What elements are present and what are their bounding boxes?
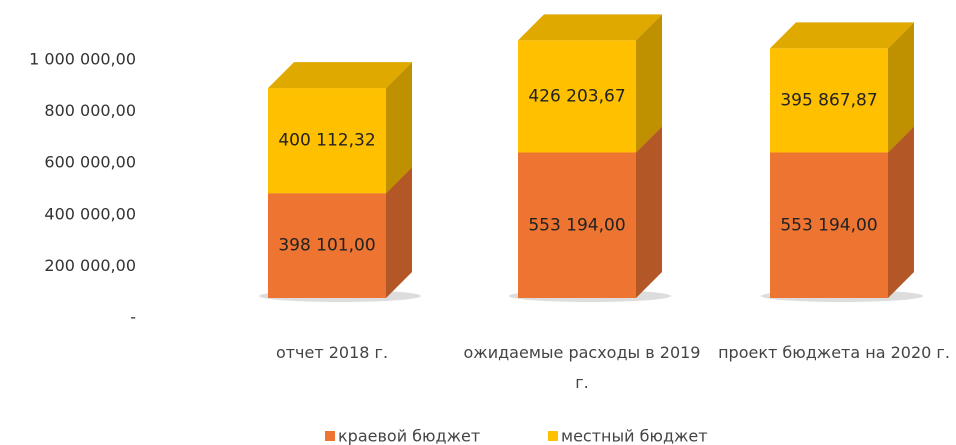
value-label: 553 194,00 <box>780 215 877 235</box>
bar-side <box>386 167 412 298</box>
value-label: 398 101,00 <box>278 236 375 256</box>
legend-label: местный бюджет <box>561 427 708 445</box>
y-tick-label: 200 000,00 <box>44 256 136 275</box>
bar <box>770 48 888 153</box>
legend-swatch <box>548 431 558 441</box>
value-label: 426 203,67 <box>528 86 625 106</box>
bar-top <box>770 22 914 49</box>
legend-label: краевой бюджет <box>338 427 480 445</box>
value-label: 395 867,87 <box>780 90 877 110</box>
bar-side <box>636 14 662 153</box>
bar <box>518 152 636 298</box>
bar-side <box>386 62 412 194</box>
bar <box>268 193 386 298</box>
x-tick-label: ожидаемые расходы в 2019 г. <box>463 343 701 392</box>
value-label: 553 194,00 <box>528 215 625 235</box>
bar-side <box>888 126 914 298</box>
x-tick-label: проект бюджета на 2020 г. <box>718 343 950 362</box>
value-label: 400 112,32 <box>278 131 375 151</box>
y-tick-label: - <box>130 308 136 327</box>
bar-top <box>268 62 412 89</box>
bar <box>268 88 386 194</box>
bar-side <box>888 22 914 153</box>
bar <box>518 40 636 153</box>
y-tick-label: 400 000,00 <box>44 204 136 223</box>
legend-swatch <box>325 431 335 441</box>
bar <box>770 152 888 298</box>
x-tick-label: отчет 2018 г. <box>275 343 389 362</box>
bar-side <box>636 126 662 298</box>
bar-top <box>518 14 662 41</box>
y-tick-label: 800 000,00 <box>44 101 136 120</box>
y-tick-label: 1 000 000,00 <box>29 50 136 69</box>
y-tick-label: 600 000,00 <box>44 153 136 172</box>
